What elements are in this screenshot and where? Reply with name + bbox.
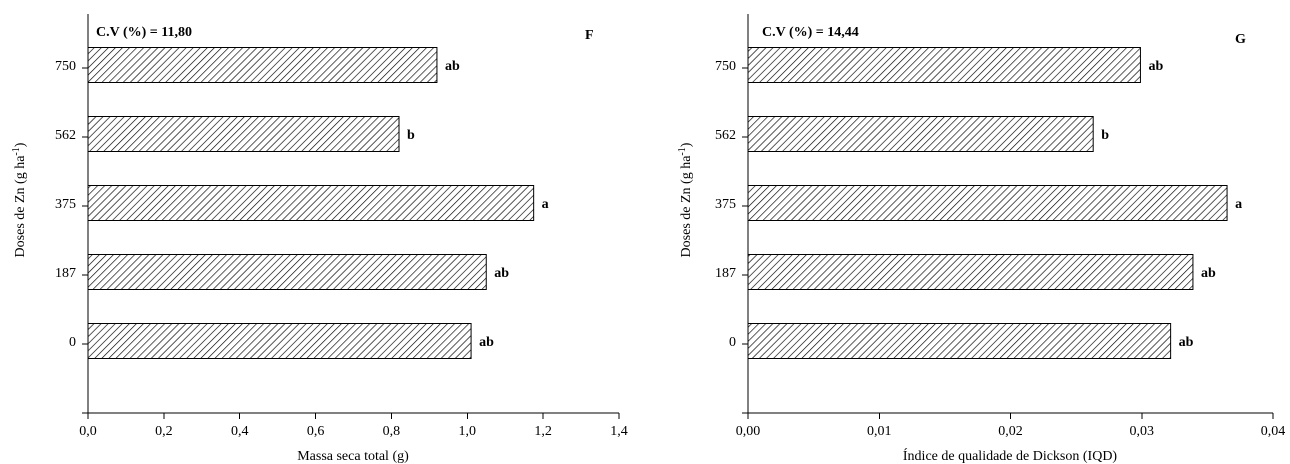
y-tick-label: 187 — [715, 266, 736, 281]
bar-0 — [87, 323, 472, 359]
bar-375 — [747, 185, 1228, 221]
x-tick-label: 0,0 — [79, 424, 97, 439]
cv-label: C.V (%) = 11,80 — [96, 25, 192, 40]
bar-750 — [747, 47, 1141, 83]
y-tick-label: 750 — [55, 59, 76, 74]
y-tick-label: 0 — [69, 335, 76, 350]
y-tick-label: 0 — [729, 335, 736, 350]
x-tick-label: 0,04 — [1261, 424, 1286, 439]
y-tick-label: 375 — [715, 197, 736, 212]
panel-label: G — [1235, 32, 1246, 47]
significance-letter: b — [407, 128, 415, 143]
x-axis-title: Massa seca total (g) — [297, 449, 409, 464]
bar-750 — [87, 47, 438, 83]
panel-label: F — [585, 28, 594, 43]
x-tick-label: 0,02 — [998, 424, 1023, 439]
significance-letter: ab — [494, 266, 509, 281]
significance-letter: b — [1101, 128, 1109, 143]
y-tick-label: 562 — [715, 128, 736, 143]
significance-letter: a — [542, 197, 549, 212]
chart-panel-f: C.V (%) = 11,80 F Massa seca total (g) D… — [11, 14, 628, 464]
bar-562 — [747, 116, 1094, 152]
y-tick-label: 562 — [55, 128, 76, 143]
x-tick-label: 0,2 — [155, 424, 173, 439]
x-tick-label: 0,01 — [867, 424, 892, 439]
x-axis-title: Índice de qualidade de Dickson (IQD) — [903, 447, 1118, 464]
y-tick-label: 187 — [55, 266, 76, 281]
chart-panel-g: C.V (%) = 14,44 G Índice de qualidade de… — [677, 14, 1285, 464]
y-axis-title: Doses de Zn (g ha-1) — [677, 142, 694, 257]
bar-0 — [747, 323, 1172, 359]
cv-label: C.V (%) = 14,44 — [762, 25, 859, 40]
significance-letter: ab — [479, 335, 494, 350]
x-tick-label: 0,4 — [231, 424, 249, 439]
x-tick-label: 1,4 — [610, 424, 628, 439]
bar-187 — [747, 254, 1194, 290]
significance-letter: ab — [445, 59, 460, 74]
bar-187 — [87, 254, 487, 290]
bar-562 — [87, 116, 400, 152]
significance-letter: ab — [1148, 59, 1163, 74]
significance-letter: ab — [1201, 266, 1216, 281]
x-tick-label: 1,2 — [534, 424, 552, 439]
x-tick-label: 0,00 — [736, 424, 761, 439]
y-tick-label: 750 — [715, 59, 736, 74]
x-tick-label: 1,0 — [459, 424, 477, 439]
x-tick-label: 0,03 — [1130, 424, 1155, 439]
x-tick-label: 0,8 — [383, 424, 401, 439]
significance-letter: ab — [1179, 335, 1194, 350]
y-tick-label: 375 — [55, 197, 76, 212]
bar-375 — [87, 185, 535, 221]
significance-letter: a — [1235, 197, 1242, 212]
y-axis-title: Doses de Zn (g ha-1) — [11, 142, 28, 257]
x-tick-label: 0,6 — [307, 424, 325, 439]
